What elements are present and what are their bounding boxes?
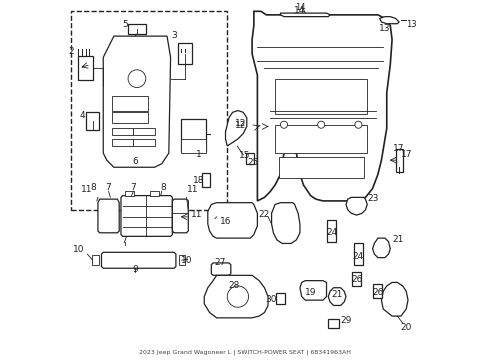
Bar	[181, 120, 206, 151]
Polygon shape	[172, 199, 188, 233]
Text: 25: 25	[248, 158, 259, 167]
Text: 21: 21	[392, 235, 403, 244]
Bar	[275, 78, 368, 114]
Text: 2023 Jeep Grand Wagoneer L | SWITCH-POWER SEAT | 68341963AH: 2023 Jeep Grand Wagoneer L | SWITCH-POWE…	[139, 350, 351, 355]
Polygon shape	[101, 252, 176, 268]
Polygon shape	[328, 288, 346, 305]
Bar	[125, 191, 134, 197]
Text: 19: 19	[305, 288, 317, 297]
Bar	[181, 139, 206, 153]
Bar	[78, 55, 93, 80]
Bar	[201, 172, 210, 187]
Bar	[279, 157, 364, 178]
Text: 5: 5	[122, 20, 128, 29]
Polygon shape	[204, 275, 268, 318]
Circle shape	[280, 121, 288, 128]
Text: 26: 26	[351, 275, 362, 284]
Polygon shape	[208, 203, 257, 238]
Polygon shape	[225, 111, 247, 146]
Bar	[328, 319, 339, 328]
Bar	[275, 125, 368, 153]
Bar	[112, 112, 147, 123]
Circle shape	[128, 70, 146, 87]
Bar	[86, 112, 99, 130]
Bar	[352, 272, 361, 286]
Circle shape	[227, 286, 248, 307]
Polygon shape	[381, 282, 408, 316]
Bar	[179, 255, 185, 265]
Text: 1: 1	[196, 150, 202, 159]
Text: 30: 30	[266, 295, 277, 304]
Text: 10: 10	[181, 256, 193, 265]
Text: 3: 3	[171, 31, 177, 40]
Bar	[133, 139, 155, 146]
Text: 7: 7	[130, 183, 136, 192]
Text: 11: 11	[187, 185, 198, 194]
Text: 15: 15	[239, 152, 251, 161]
Text: 14: 14	[294, 6, 306, 15]
Text: 21: 21	[331, 289, 343, 298]
Polygon shape	[121, 195, 172, 237]
Text: 24: 24	[353, 252, 364, 261]
Text: 12: 12	[235, 121, 247, 130]
Bar	[327, 220, 336, 242]
Polygon shape	[211, 263, 231, 275]
Polygon shape	[346, 197, 368, 215]
Text: 8: 8	[161, 183, 167, 192]
Text: 24: 24	[326, 228, 338, 237]
Bar	[112, 128, 133, 135]
Text: 23: 23	[368, 194, 379, 203]
Text: 4: 4	[79, 111, 85, 120]
Text: 14: 14	[294, 3, 305, 12]
Text: 29: 29	[341, 316, 352, 325]
Text: 13: 13	[406, 20, 417, 29]
Bar	[133, 128, 155, 135]
Bar	[246, 153, 254, 164]
Text: 11: 11	[191, 210, 202, 219]
Bar	[112, 96, 147, 111]
Bar	[395, 149, 403, 172]
Text: 17: 17	[401, 150, 413, 159]
Text: 27: 27	[214, 258, 225, 267]
Circle shape	[355, 121, 362, 128]
Polygon shape	[252, 11, 392, 201]
Text: 10: 10	[73, 245, 84, 254]
Bar	[373, 284, 382, 298]
Text: 8: 8	[91, 183, 96, 192]
Circle shape	[318, 121, 325, 128]
Text: 12: 12	[235, 120, 247, 129]
Polygon shape	[271, 203, 300, 243]
Text: 6: 6	[132, 157, 138, 166]
Text: 17: 17	[393, 144, 405, 153]
Text: 2: 2	[69, 47, 74, 56]
Text: 18: 18	[193, 176, 204, 185]
Bar	[178, 43, 192, 64]
Polygon shape	[300, 281, 326, 300]
Text: 11: 11	[81, 185, 93, 194]
Text: 9: 9	[132, 265, 138, 274]
Text: 7: 7	[122, 237, 127, 246]
Polygon shape	[98, 199, 119, 233]
Text: 26: 26	[372, 288, 384, 297]
Polygon shape	[380, 17, 399, 24]
Text: 28: 28	[228, 281, 240, 290]
Text: 7: 7	[106, 183, 111, 192]
Text: 16: 16	[220, 217, 232, 226]
Bar	[150, 191, 159, 197]
Bar	[92, 255, 98, 265]
Polygon shape	[280, 13, 330, 17]
Polygon shape	[372, 238, 391, 258]
Text: 13: 13	[379, 24, 391, 33]
Bar	[354, 243, 363, 265]
Bar	[276, 293, 285, 304]
Bar	[128, 24, 146, 34]
Polygon shape	[103, 36, 171, 167]
Bar	[72, 11, 227, 210]
Bar	[112, 139, 133, 146]
Text: 20: 20	[400, 323, 412, 332]
Text: 22: 22	[259, 210, 270, 219]
